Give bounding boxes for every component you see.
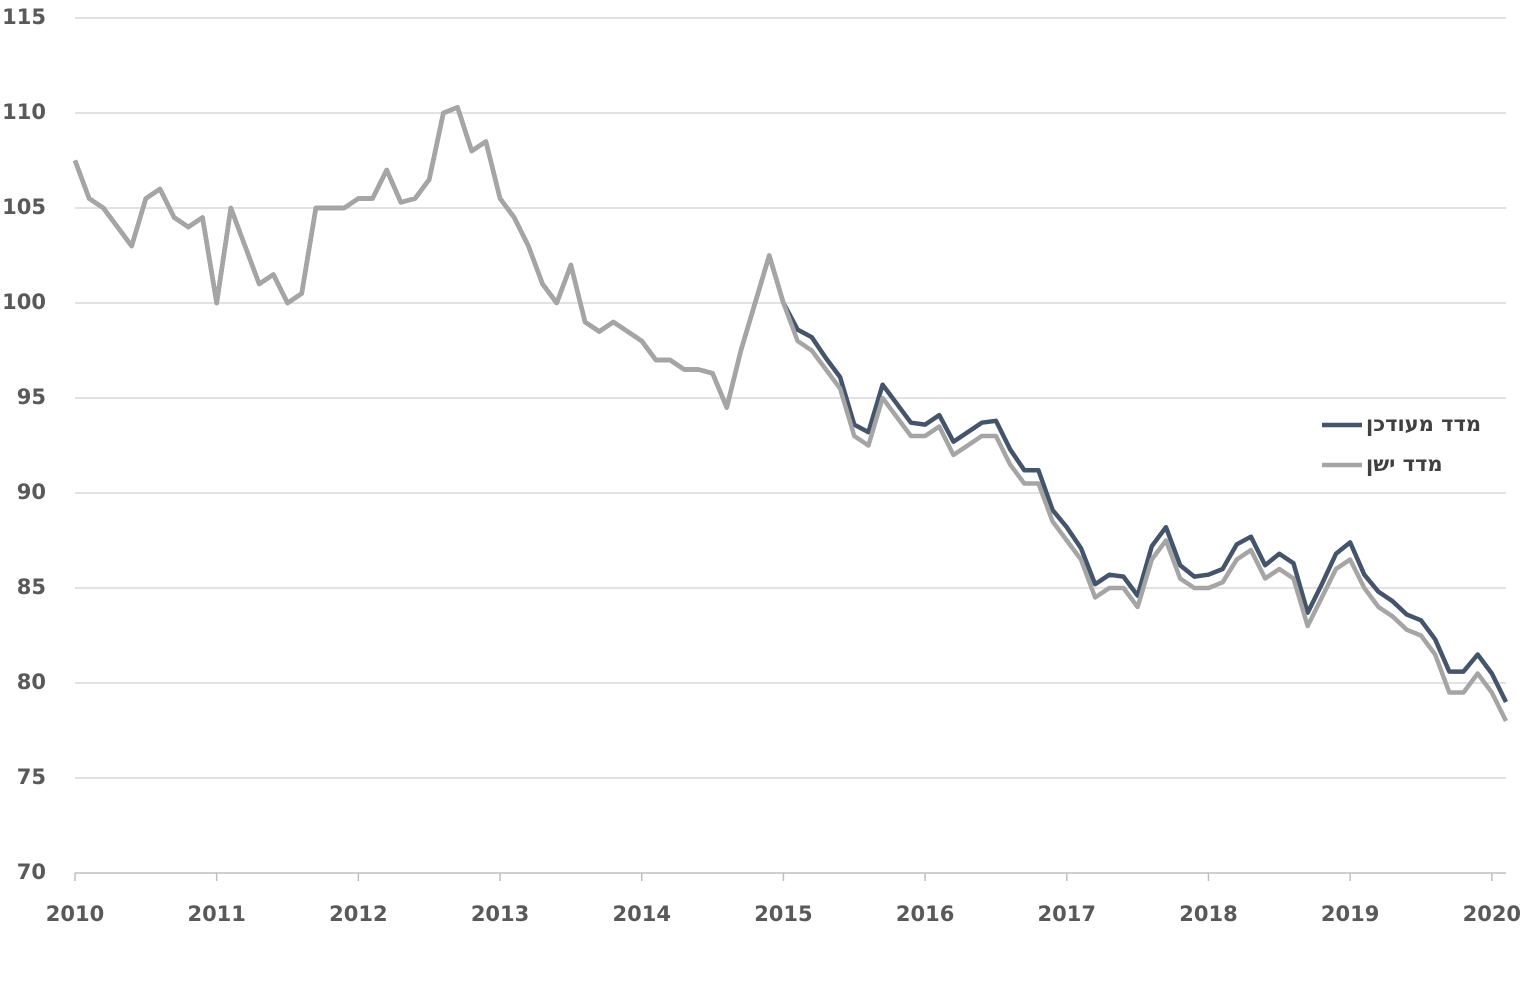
y-tick-label: 80 xyxy=(17,670,46,694)
x-tick-label: 2015 xyxy=(754,902,812,926)
x-tick-label: 2016 xyxy=(896,902,954,926)
y-tick-label: 115 xyxy=(2,5,46,29)
y-tick-label: 70 xyxy=(17,860,46,884)
x-tick-label: 2010 xyxy=(46,902,104,926)
x-tick-label: 2011 xyxy=(187,902,245,926)
x-tick-label: 2019 xyxy=(1321,902,1379,926)
y-tick-label: 75 xyxy=(17,765,46,789)
x-tick-label: 2017 xyxy=(1038,902,1096,926)
legend-label: מדד ישן xyxy=(1366,452,1443,476)
y-tick-label: 85 xyxy=(17,575,46,599)
y-tick-label: 90 xyxy=(17,480,46,504)
legend-label: מדד מעודכן xyxy=(1366,412,1481,436)
x-tick-label: 2012 xyxy=(329,902,387,926)
y-tick-label: 110 xyxy=(2,100,46,124)
y-tick-label: 100 xyxy=(2,290,46,314)
x-tick-label: 2018 xyxy=(1179,902,1237,926)
x-tick-label: 2020 xyxy=(1463,902,1521,926)
x-tick-label: 2013 xyxy=(471,902,529,926)
line-series xyxy=(72,105,1509,723)
y-tick-label: 95 xyxy=(17,385,46,409)
x-tick-label: 2014 xyxy=(613,902,671,926)
y-tick-label: 105 xyxy=(2,195,46,219)
line-series xyxy=(72,105,1509,704)
